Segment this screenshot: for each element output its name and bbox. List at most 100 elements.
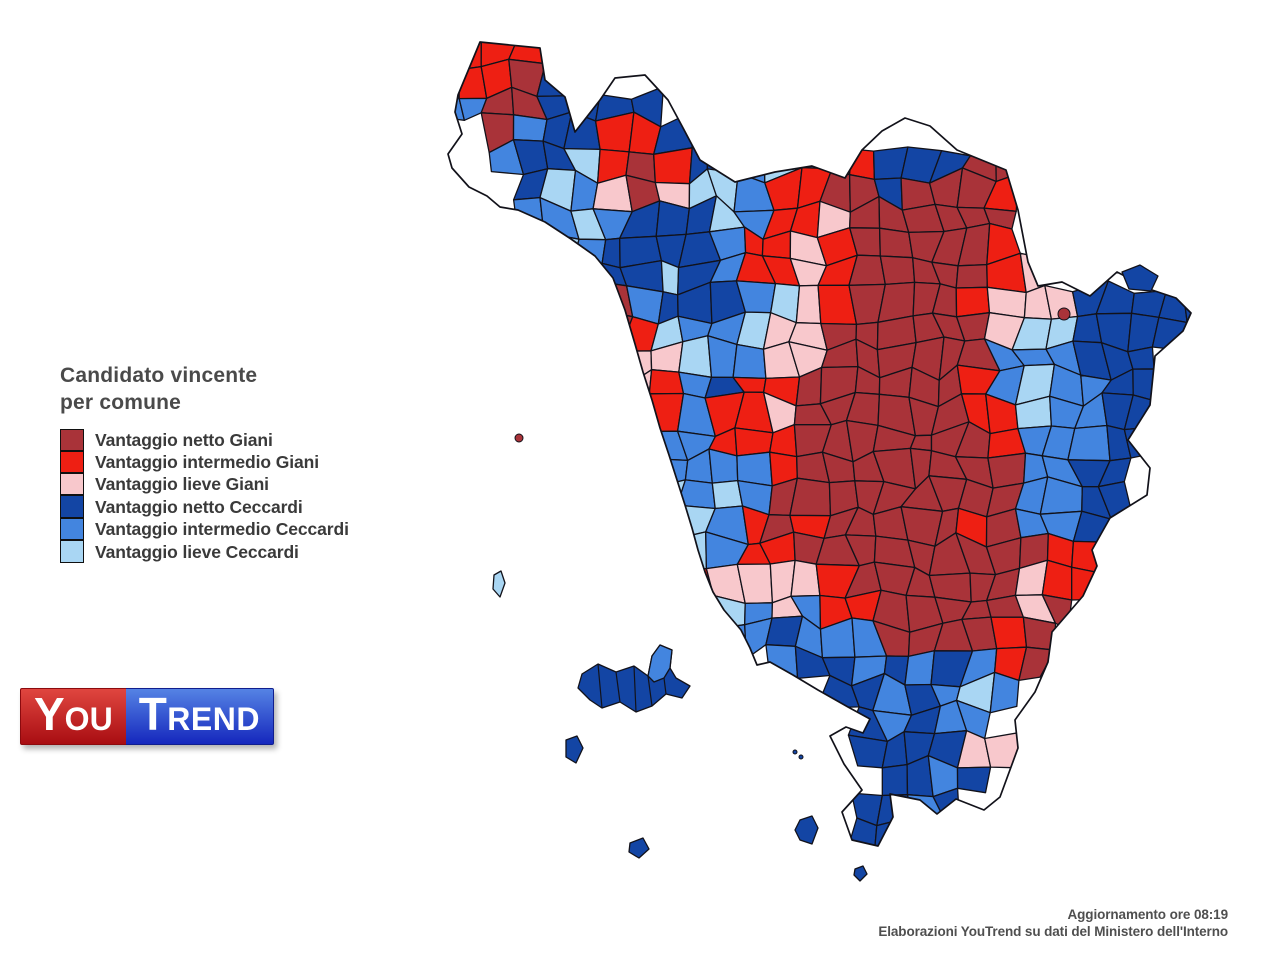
- municipality-cell: [789, 477, 832, 517]
- islet-dot: [792, 749, 798, 755]
- municipality-cell: [876, 794, 913, 827]
- legend-label: Vantaggio lieve Giani: [95, 474, 269, 495]
- municipality-cell: [1123, 424, 1169, 459]
- municipality-cell: [1041, 559, 1073, 601]
- badia-tedalda-exclave: [1121, 264, 1159, 292]
- islet-dot: [798, 754, 804, 760]
- municipality-cell: [765, 644, 799, 687]
- municipality-cell: [620, 393, 656, 436]
- municipality-cell: [512, 196, 545, 235]
- municipality-cell: [567, 280, 600, 311]
- municipality-cell: [878, 227, 914, 259]
- municipality-cell: [847, 734, 889, 769]
- legend-item: Vantaggio intermedio Ceccardi: [60, 517, 349, 541]
- youtrend-logo: You Trend: [20, 688, 274, 745]
- legend-label: Vantaggio netto Giani: [95, 429, 273, 450]
- municipality-cell: [1071, 566, 1103, 601]
- municipality-cell: [601, 363, 637, 407]
- legend-item: Vantaggio lieve Giani: [60, 472, 349, 496]
- municipality-cell: [606, 430, 634, 458]
- municipality-cell: [879, 255, 916, 286]
- municipality-cell: [795, 284, 822, 325]
- logo-trend-box: Trend: [125, 687, 274, 745]
- municipality-cell: [597, 337, 637, 381]
- legend-item: Vantaggio intermedio Giani: [60, 450, 349, 473]
- legend-swatch: [60, 540, 84, 563]
- municipality-cell: [512, 114, 548, 142]
- legend-items: Vantaggio netto Giani Vantaggio intermedi…: [60, 429, 349, 563]
- elba-municipality-borders: [597, 663, 667, 713]
- legend: Candidato vincente per comune Vantaggio …: [60, 362, 349, 563]
- municipality-cell: [651, 536, 685, 571]
- municipality-cell: [734, 427, 774, 457]
- municipality-cell: [620, 430, 657, 460]
- logo-trend-text: Trend: [138, 687, 260, 740]
- municipality-cell: [987, 452, 1027, 489]
- legend-label: Vantaggio intermedio Ceccardi: [95, 519, 349, 540]
- legend-swatch: [60, 429, 84, 452]
- municipality-cell: [632, 456, 665, 486]
- municipality-cell: [706, 142, 740, 174]
- municipality-cell: [989, 671, 1020, 714]
- legend-item: Vantaggio netto Giani: [60, 429, 349, 452]
- municipality-cell: [509, 282, 550, 321]
- municipality-cell: [984, 731, 1022, 769]
- municipality-cell: [737, 143, 766, 184]
- legend-item: Vantaggio netto Ceccardi: [60, 495, 349, 518]
- legend-swatch: [60, 450, 84, 473]
- municipality-cell: [678, 335, 713, 378]
- municipality-cell: [1182, 291, 1191, 324]
- legend-swatch: [60, 472, 84, 496]
- region-outline: [447, 41, 1192, 847]
- legend-label: Vantaggio netto Ceccardi: [95, 496, 303, 517]
- giglio-island: [794, 815, 819, 845]
- update-time: Aggiornamento ore 08:19: [1067, 907, 1229, 922]
- municipality-cell: [632, 480, 665, 517]
- municipality-cell: [604, 451, 634, 484]
- municipality-cell: [592, 480, 636, 517]
- islet-dot: [514, 433, 524, 443]
- municipality-cell: [567, 262, 603, 290]
- municipality-cell: [543, 263, 573, 290]
- legend-title: Candidato vincente per comune: [60, 362, 349, 416]
- source-credit: Elaborazioni YouTrend su dati del Minist…: [878, 924, 1228, 939]
- municipality-cell: [651, 504, 682, 540]
- municipality-cell: [904, 650, 936, 686]
- municipality-cell: [684, 625, 720, 655]
- municipality-cell: [956, 766, 992, 794]
- islet-dot: [1057, 307, 1071, 321]
- legend-label: Vantaggio intermedio Giani: [95, 452, 319, 473]
- legend-swatch: [60, 495, 84, 518]
- capraia-island: [565, 735, 584, 764]
- municipality-cell: [955, 286, 991, 318]
- municipality-cell: [990, 616, 1028, 650]
- municipality-cell: [653, 147, 693, 185]
- municipality-cell: [732, 343, 767, 380]
- montecristo-island: [628, 837, 650, 859]
- legend-swatch: [60, 517, 84, 541]
- elba-ne-part: [647, 644, 673, 683]
- logo-you-text: You: [34, 687, 113, 740]
- legend-item: Vantaggio lieve Ceccardi: [60, 540, 349, 563]
- logo-you-box: You: [20, 688, 126, 745]
- municipality-cell: [1067, 424, 1111, 462]
- municipality-cell: [601, 237, 621, 269]
- municipality-cell: [648, 369, 685, 395]
- municipality-cell: [517, 232, 545, 265]
- attribution: Aggiornamento ore 08:19 Elaborazioni You…: [878, 906, 1228, 940]
- municipality-cell: [509, 251, 550, 285]
- municipality-cell: [955, 263, 988, 289]
- municipality-cell: [793, 144, 833, 170]
- municipality-cell: [605, 398, 631, 436]
- legend-title-line1: Candidato vincente: [60, 364, 258, 387]
- municipality-cell: [1151, 316, 1188, 351]
- municipality-cell: [543, 232, 580, 269]
- municipality-cell: [790, 559, 821, 597]
- gorgona-island: [492, 570, 506, 598]
- municipality-cell: [881, 763, 909, 797]
- municipality-cell: [1018, 646, 1056, 682]
- legend-title-line2: per comune: [60, 391, 182, 414]
- giannutri-island: [853, 865, 868, 882]
- municipality-cell: [651, 479, 687, 512]
- legend-label: Vantaggio lieve Ceccardi: [95, 541, 299, 562]
